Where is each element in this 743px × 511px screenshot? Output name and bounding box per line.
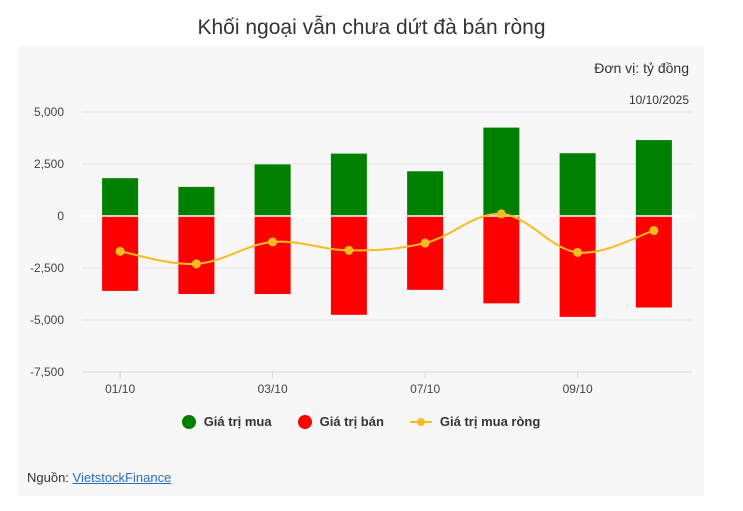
net-point <box>496 209 506 219</box>
x-tick-label: 09/10 <box>563 382 593 396</box>
legend-item-buy[interactable]: Giá trị mua <box>181 414 272 429</box>
bar-sell <box>407 216 444 290</box>
source-prefix: Nguồn: <box>27 470 73 485</box>
net-point <box>420 238 430 248</box>
bar-layer <box>102 127 672 317</box>
x-tick-label: 07/10 <box>410 382 440 396</box>
legend-item-net[interactable]: Giá trị mua ròng <box>409 414 541 429</box>
legend-buy-label: Giá trị mua <box>203 414 272 429</box>
net-point <box>191 259 201 269</box>
legend: Giá trị mua Giá trị bán Giá trị mua ròng <box>18 414 704 429</box>
bar-sell <box>559 216 596 317</box>
bar-buy <box>483 127 520 216</box>
net-point <box>115 246 125 256</box>
bar-sell <box>178 216 215 294</box>
x-tick-label: 01/10 <box>105 382 135 396</box>
legend-sell-marker <box>297 414 312 429</box>
legend-net-label: Giá trị mua ròng <box>439 414 541 429</box>
bar-buy <box>635 140 672 216</box>
y-tick-label: -2,500 <box>30 261 64 275</box>
chart-svg: 5,000 2,500 0 -2,500 -5,000 -7,500 01/10 03/10 0… <box>30 105 692 396</box>
y-tick-label: 0 <box>57 209 64 223</box>
unit-label: Đơn vị: tỷ đồng <box>594 60 689 76</box>
bar-sell <box>254 216 291 294</box>
net-point <box>344 245 354 255</box>
bar-buy <box>559 153 596 216</box>
net-point <box>573 247 583 257</box>
source-note: Nguồn: VietstockFinance <box>27 470 171 485</box>
y-tick-label: 2,500 <box>34 157 64 171</box>
date-label: 10/10/2025 <box>628 93 689 107</box>
bar-buy <box>254 164 291 216</box>
bar-sell <box>330 216 367 315</box>
net-point <box>268 237 278 247</box>
axis-layer: 5,000 2,500 0 -2,500 -5,000 -7,500 01/10 03/10 0… <box>30 105 692 396</box>
grid-layer <box>82 111 692 373</box>
y-tick-label: -5,000 <box>30 313 64 327</box>
line-layer <box>115 209 659 269</box>
legend-sell-label: Giá trị bán <box>319 414 384 429</box>
bar-buy <box>407 171 444 216</box>
y-tick-label: 5,000 <box>34 105 64 119</box>
legend-buy-marker <box>181 414 196 429</box>
bar-buy <box>178 186 215 216</box>
chart-title: Khối ngoại vẫn chưa dứt đà bán ròng <box>197 16 546 39</box>
source-link[interactable]: VietstockFinance <box>72 470 172 485</box>
legend-net-marker <box>409 415 432 429</box>
legend-item-sell[interactable]: Giá trị bán <box>297 414 384 429</box>
y-tick-label: -7,500 <box>30 365 64 379</box>
bar-buy <box>102 178 139 216</box>
bar-buy <box>330 153 367 216</box>
bar-sell <box>483 216 520 304</box>
chart-panel: Đơn vị: tỷ đồng 10/10/2025 5,000 2,500 0 -2… <box>18 46 704 496</box>
x-tick-label: 03/10 <box>258 382 288 396</box>
net-point <box>649 226 659 236</box>
